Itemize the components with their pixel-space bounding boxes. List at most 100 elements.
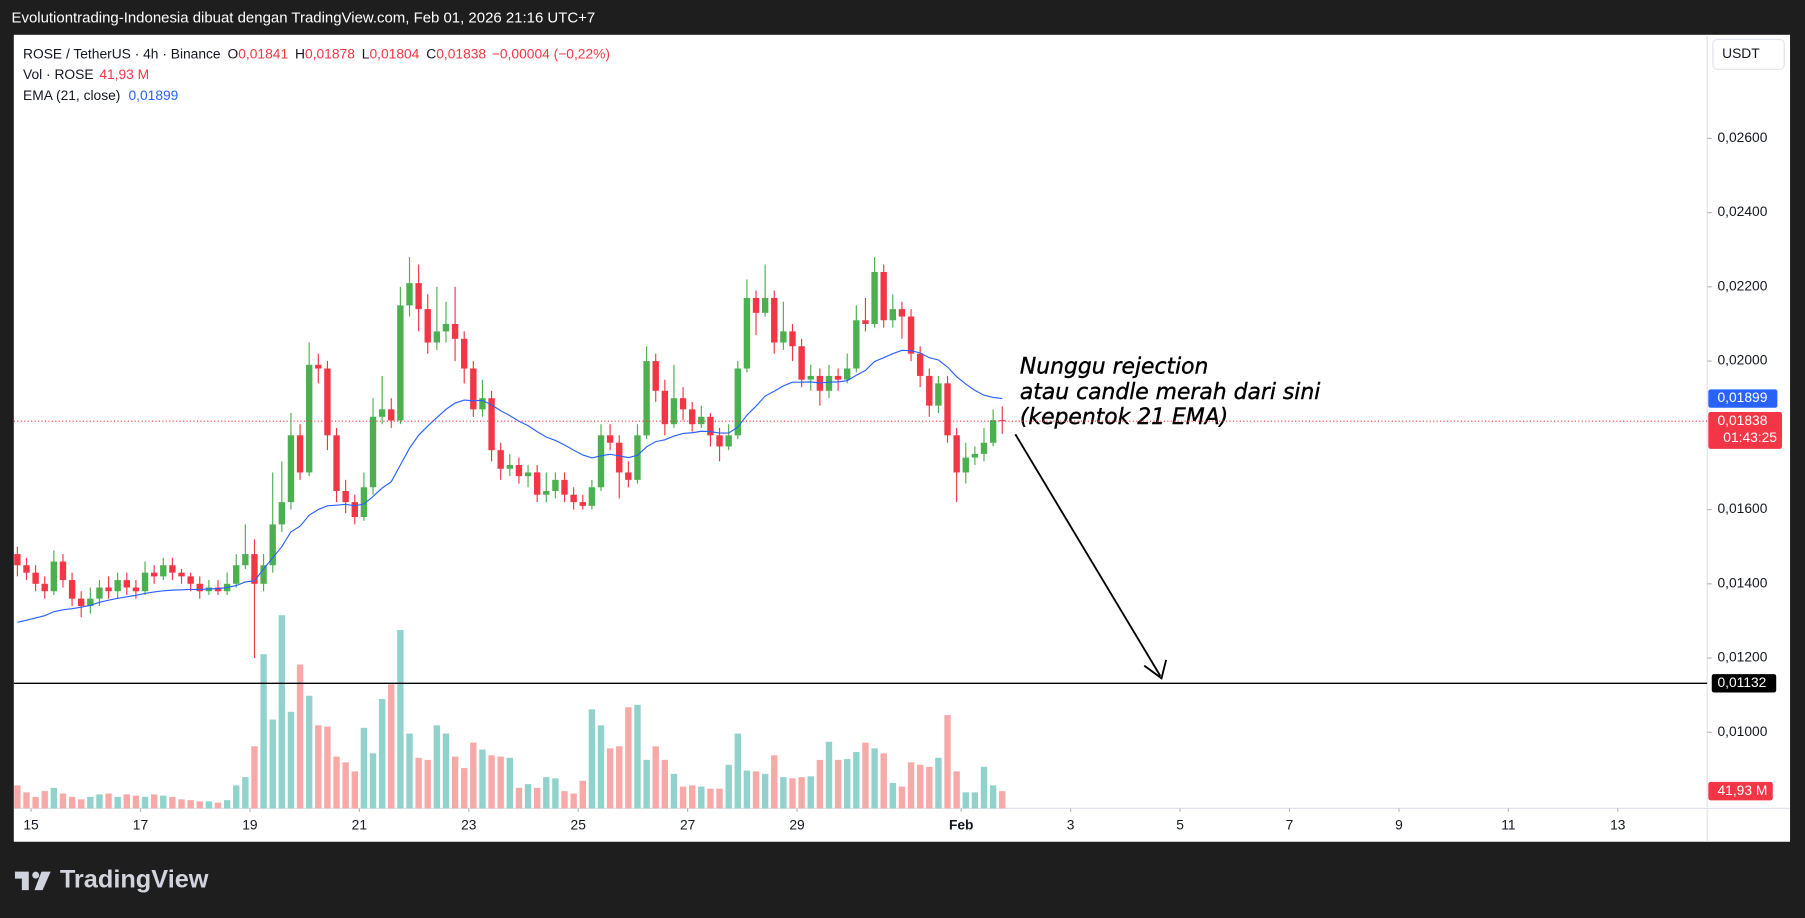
- ohlc-value: 0,01841: [238, 45, 288, 61]
- currency-box[interactable]: [1712, 38, 1785, 70]
- brand: TradingView: [60, 866, 209, 894]
- candle-body: [488, 398, 495, 451]
- volume-bar: [78, 799, 85, 809]
- candle-body: [515, 465, 523, 477]
- x-tick-label: 7: [1286, 816, 1294, 832]
- volume-bar: [834, 759, 842, 809]
- candle-body: [497, 450, 504, 469]
- candle-body: [889, 309, 897, 321]
- x-tick-label: 3: [1067, 816, 1075, 832]
- candle-body: [606, 435, 614, 443]
- candle-body: [351, 502, 358, 517]
- candle-body: [743, 297, 751, 369]
- candle-body: [78, 598, 85, 607]
- candle-body: [761, 297, 769, 313]
- candle-body: [269, 524, 276, 566]
- candle-body: [105, 587, 112, 592]
- countdown: 01:43:25: [1723, 429, 1777, 445]
- candle-body: [369, 416, 377, 488]
- volume-bar: [87, 796, 94, 809]
- volume-bar: [260, 654, 267, 809]
- candle-body: [661, 390, 669, 425]
- candle-body: [907, 316, 915, 354]
- candle-body: [853, 320, 860, 369]
- volume-bar: [59, 793, 67, 809]
- ohlc-key: O: [228, 45, 239, 61]
- volume-bar: [242, 777, 249, 809]
- volume-bar: [23, 792, 30, 809]
- volume-bar: [342, 762, 349, 809]
- volume-bar: [14, 785, 21, 809]
- volume-bar: [807, 776, 814, 809]
- volume-bar: [579, 780, 586, 809]
- x-tick-label: 5: [1176, 816, 1184, 832]
- volume-bar: [397, 629, 404, 809]
- volume-bar: [716, 788, 723, 809]
- volume-bar: [433, 725, 441, 809]
- ohlc-value: 0,01878: [305, 45, 355, 61]
- volume-bar: [844, 759, 851, 809]
- candle-body: [825, 375, 833, 391]
- candle-body: [451, 323, 459, 339]
- candle-body: [588, 487, 596, 506]
- candle-body: [196, 583, 203, 592]
- volume-bar: [32, 796, 39, 809]
- candle-body: [944, 383, 951, 436]
- candle-body: [424, 309, 431, 343]
- volume-bar: [907, 762, 915, 809]
- arrow-head: [1143, 659, 1168, 680]
- candle-body: [670, 398, 678, 425]
- annotation: Nunggu rejection: [1020, 354, 1208, 379]
- volume-bar: [734, 733, 741, 809]
- volume-bar: [989, 785, 997, 809]
- x-tick-label: 19: [242, 816, 258, 832]
- candle-body: [360, 487, 368, 517]
- volume-bar: [524, 784, 532, 809]
- change: −0,00004 (−0,22%): [492, 45, 610, 61]
- candle-body: [296, 435, 304, 473]
- volume-bar: [634, 704, 641, 809]
- volume-bar: [123, 794, 130, 809]
- volume-bar: [369, 753, 377, 809]
- candle-body: [123, 580, 130, 588]
- hline-tag-label: 0,01132: [1718, 674, 1767, 690]
- candle-body: [643, 361, 650, 436]
- candle-body: [862, 320, 869, 324]
- volume-bar: [880, 753, 887, 809]
- candle-body: [406, 283, 413, 306]
- logo-icon: [14, 871, 51, 891]
- volume-bar: [561, 791, 568, 809]
- volume-bar: [898, 786, 906, 809]
- volume-bar: [497, 756, 504, 809]
- volume-bar: [862, 742, 869, 809]
- candle-body: [935, 383, 942, 406]
- volume-bar: [606, 748, 614, 809]
- candle-body: [844, 368, 851, 380]
- candle-body: [725, 435, 732, 447]
- volume-value: 41,93 M: [99, 66, 149, 82]
- candle-body: [679, 398, 687, 410]
- candle-body: [14, 554, 21, 566]
- candle-body: [771, 297, 778, 343]
- annotation: atau candle merah dari sini: [1020, 380, 1320, 405]
- ohlc: O0,01841 H0,01878 L0,01804 C0,01838: [228, 45, 487, 61]
- ema-line: [17, 349, 1003, 623]
- ohlc-key: H: [295, 45, 305, 61]
- volume-bar: [333, 756, 340, 809]
- volume-bar: [816, 759, 824, 809]
- volume-bar: [470, 742, 477, 809]
- candle-body: [597, 435, 605, 488]
- candle-body: [807, 375, 814, 380]
- candle-body: [242, 554, 249, 566]
- volume-bar: [360, 727, 368, 809]
- y-tick-label: 0,01400: [1718, 574, 1768, 590]
- volume-bar: [752, 771, 760, 809]
- price-tag: [1708, 412, 1782, 449]
- volume-legend: Vol · ROSE 41,93 M: [23, 66, 149, 82]
- volume-bar: [415, 757, 422, 809]
- ema-name: EMA (21, close): [23, 86, 120, 102]
- volume-bar: [962, 792, 969, 809]
- candle-body: [698, 416, 705, 425]
- candle-body: [59, 561, 67, 581]
- header-text: Evolutiontrading-Indonesia dibuat dengan…: [12, 10, 596, 27]
